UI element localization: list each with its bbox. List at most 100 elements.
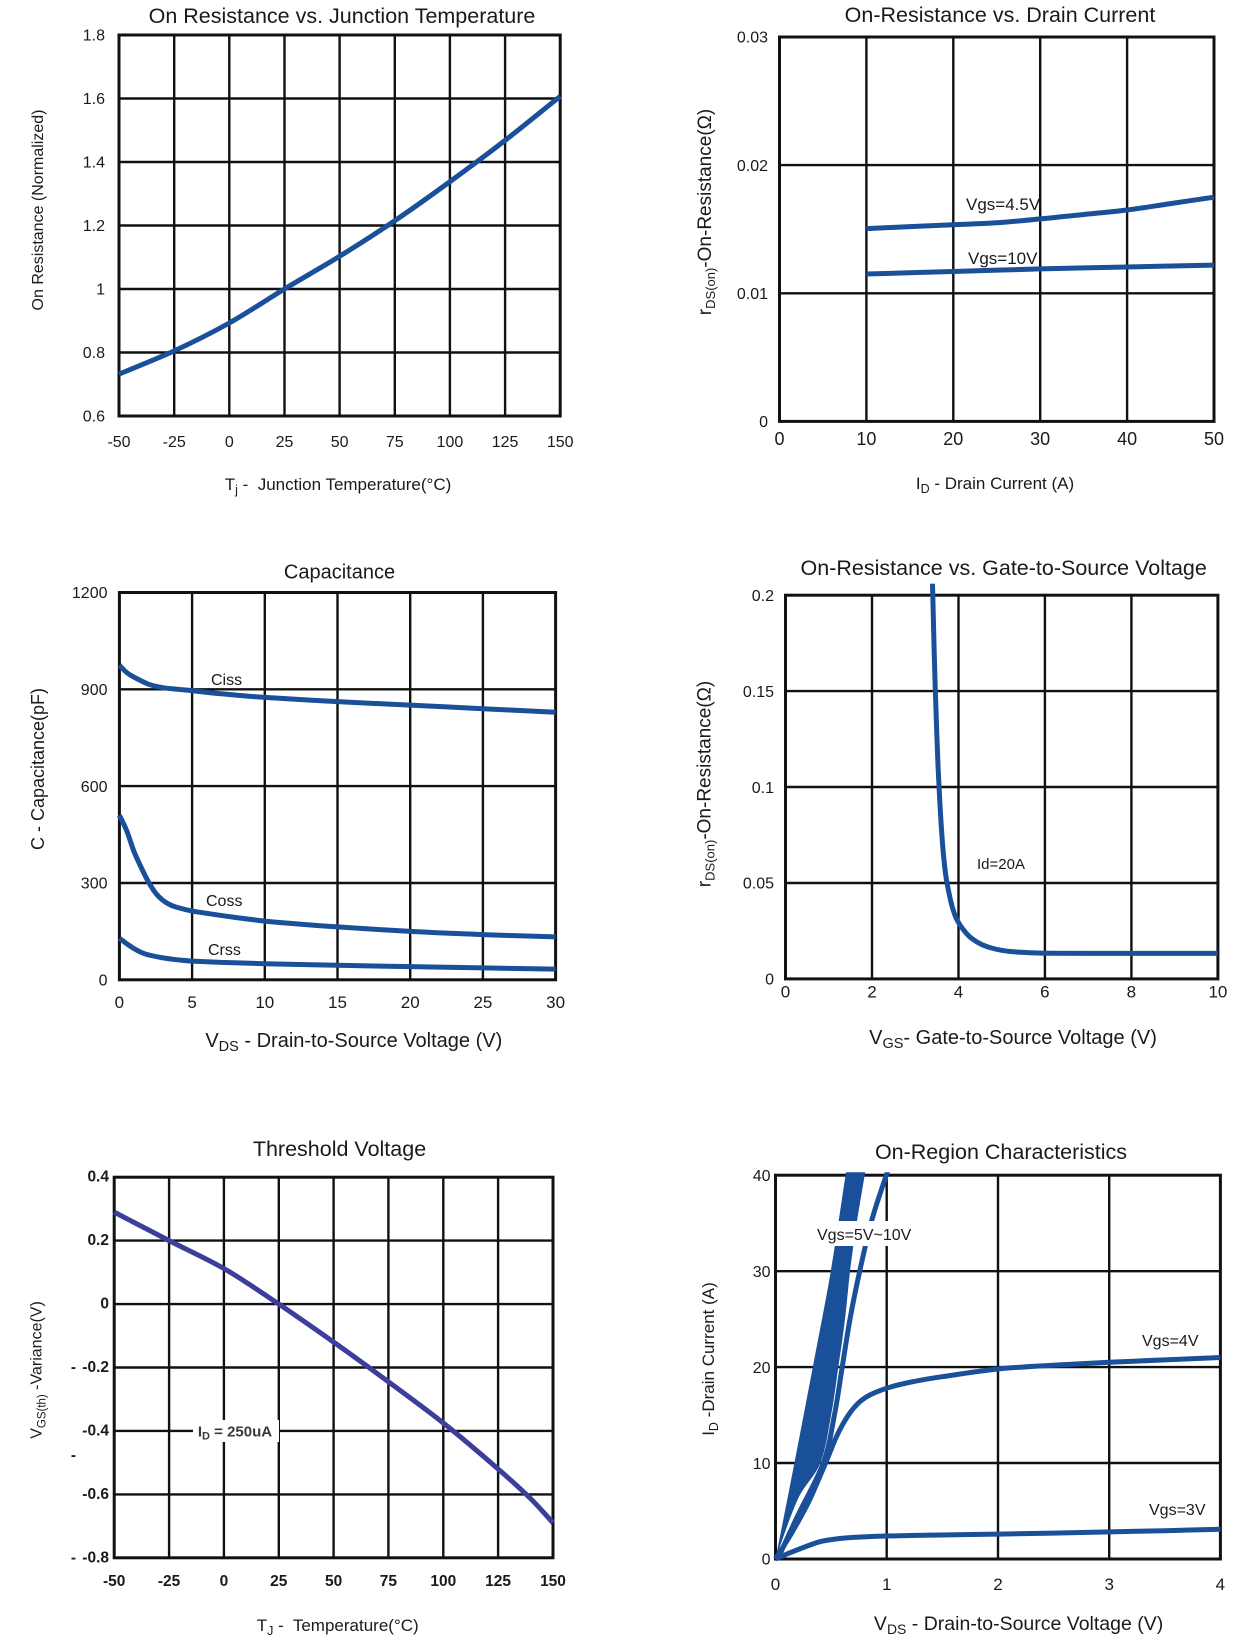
svg-text:1.2: 1.2: [83, 218, 105, 235]
svg-text:VDS - Drain-to-Source Voltage: VDS - Drain-to-Source Voltage (V): [874, 1613, 1163, 1637]
svg-text:-25: -25: [163, 434, 186, 451]
svg-text:40: 40: [753, 1168, 771, 1185]
svg-text:0: 0: [759, 414, 768, 431]
svg-text:40: 40: [1117, 429, 1137, 449]
svg-text:-50: -50: [103, 1573, 125, 1590]
svg-text:1: 1: [96, 282, 105, 299]
svg-text:Crss: Crss: [208, 942, 241, 959]
svg-text:0.05: 0.05: [743, 876, 774, 893]
svg-text:0: 0: [99, 973, 108, 990]
svg-text:C - Capacitance(pF): C - Capacitance(pF): [28, 688, 48, 850]
svg-text:3: 3: [1104, 1575, 1113, 1594]
svg-text:0: 0: [774, 429, 784, 449]
svg-text:-0.2: -0.2: [82, 1359, 109, 1376]
svg-text:Vgs=4V: Vgs=4V: [1142, 1333, 1199, 1350]
svg-text:rDS(on)-On-Resistance(Ω): rDS(on)-On-Resistance(Ω): [695, 109, 718, 315]
svg-text:50: 50: [1204, 429, 1224, 449]
svg-text:Tj - Junction Temperature(°C): Tj - Junction Temperature(°C): [225, 475, 452, 497]
svg-text:900: 900: [81, 682, 108, 699]
svg-text:75: 75: [380, 1573, 398, 1590]
svg-text:On-Resistance vs. Drain Curren: On-Resistance vs. Drain Current: [845, 3, 1156, 27]
svg-text:2: 2: [993, 1575, 1002, 1594]
svg-text:10: 10: [1208, 983, 1227, 1002]
svg-text:30: 30: [546, 993, 565, 1012]
svg-text:0: 0: [771, 1575, 780, 1594]
svg-text:10: 10: [856, 429, 876, 449]
svg-text:10: 10: [255, 993, 274, 1012]
svg-text:-0.4: -0.4: [82, 1422, 109, 1439]
svg-text:ID - Drain Current (A): ID - Drain Current (A): [916, 474, 1074, 496]
svg-text:150: 150: [547, 434, 574, 451]
svg-text:0.6: 0.6: [83, 409, 105, 426]
svg-text:25: 25: [276, 434, 294, 451]
svg-text:Capacitance: Capacitance: [284, 562, 395, 584]
svg-text:On-Region Characteristics: On-Region Characteristics: [875, 1140, 1127, 1164]
svg-text:0.2: 0.2: [752, 588, 774, 605]
svg-text:0.01: 0.01: [737, 286, 768, 303]
svg-text:1.4: 1.4: [83, 155, 105, 172]
svg-text:8: 8: [1127, 983, 1136, 1002]
svg-text:Threshold Voltage: Threshold Voltage: [253, 1137, 426, 1161]
svg-text:Ciss: Ciss: [211, 672, 242, 689]
svg-text:-: -: [71, 1549, 76, 1566]
svg-text:100: 100: [430, 1573, 456, 1590]
svg-text:TJ - Temperature(°C): TJ - Temperature(°C): [257, 1616, 419, 1638]
svg-text:-: -: [71, 1447, 76, 1464]
svg-text:Vgs=3V: Vgs=3V: [1149, 1502, 1206, 1519]
svg-text:Vgs=10V: Vgs=10V: [968, 249, 1038, 268]
svg-text:125: 125: [485, 1573, 511, 1590]
svg-text:1.6: 1.6: [83, 91, 105, 108]
svg-text:75: 75: [386, 434, 404, 451]
svg-text:300: 300: [81, 876, 108, 893]
svg-text:0.02: 0.02: [737, 158, 768, 175]
svg-text:0.15: 0.15: [743, 684, 774, 701]
svg-text:0: 0: [220, 1573, 229, 1590]
svg-text:30: 30: [753, 1264, 771, 1281]
svg-text:0: 0: [100, 1296, 109, 1313]
svg-text:VGS(th) -Variance(V): VGS(th) -Variance(V): [29, 1301, 49, 1439]
svg-text:Vgs=4.5V: Vgs=4.5V: [966, 195, 1041, 214]
svg-text:On Resistance (Normalized): On Resistance (Normalized): [30, 110, 47, 311]
svg-text:0.1: 0.1: [752, 780, 774, 797]
svg-text:0: 0: [781, 983, 790, 1002]
svg-text:ID -Drain Current (A): ID -Drain Current (A): [699, 1282, 721, 1436]
svg-text:50: 50: [325, 1573, 342, 1590]
svg-text:0: 0: [225, 434, 234, 451]
svg-text:VDS - Drain-to-Source Voltage: VDS - Drain-to-Source Voltage (V): [205, 1030, 502, 1055]
svg-text:150: 150: [540, 1573, 566, 1590]
svg-text:Vgs=5V~10V: Vgs=5V~10V: [817, 1227, 912, 1244]
svg-text:4: 4: [954, 983, 963, 1002]
svg-text:0.4: 0.4: [87, 1169, 109, 1186]
svg-text:Coss: Coss: [206, 893, 242, 910]
svg-text:50: 50: [331, 434, 349, 451]
svg-text:-50: -50: [107, 434, 130, 451]
svg-text:10: 10: [753, 1456, 771, 1473]
svg-text:On-Resistance vs. Gate-to-Sour: On-Resistance vs. Gate-to-Source Voltage: [801, 556, 1207, 580]
svg-text:-0.6: -0.6: [82, 1486, 109, 1503]
svg-text:ID = 250uA: ID = 250uA: [198, 1424, 272, 1443]
svg-text:rDS(on)-On-Resistance(Ω): rDS(on)-On-Resistance(Ω): [695, 681, 718, 887]
svg-text:0: 0: [765, 972, 774, 989]
svg-text:0: 0: [115, 993, 124, 1012]
svg-text:6: 6: [1040, 983, 1049, 1002]
svg-text:20: 20: [943, 429, 963, 449]
svg-text:-25: -25: [158, 1573, 181, 1590]
svg-text:0.03: 0.03: [737, 30, 768, 47]
svg-text:-: -: [71, 1359, 76, 1376]
svg-text:0: 0: [762, 1552, 771, 1569]
svg-text:1200: 1200: [72, 585, 108, 602]
svg-text:20: 20: [753, 1360, 771, 1377]
svg-text:5: 5: [187, 993, 196, 1012]
svg-text:30: 30: [1030, 429, 1050, 449]
svg-text:15: 15: [328, 993, 347, 1012]
svg-text:2: 2: [867, 983, 876, 1002]
svg-text:VGS- Gate-to-Source Voltage (V: VGS- Gate-to-Source Voltage (V): [869, 1027, 1157, 1052]
svg-text:20: 20: [401, 993, 420, 1012]
svg-text:On Resistance vs. Junction Tem: On Resistance vs. Junction Temperature: [149, 4, 536, 28]
svg-text:-0.8: -0.8: [82, 1549, 109, 1566]
svg-text:25: 25: [473, 993, 492, 1012]
svg-text:0.8: 0.8: [83, 345, 105, 362]
svg-text:4: 4: [1216, 1575, 1225, 1594]
svg-text:1.8: 1.8: [83, 28, 105, 45]
svg-text:0.2: 0.2: [87, 1232, 109, 1249]
